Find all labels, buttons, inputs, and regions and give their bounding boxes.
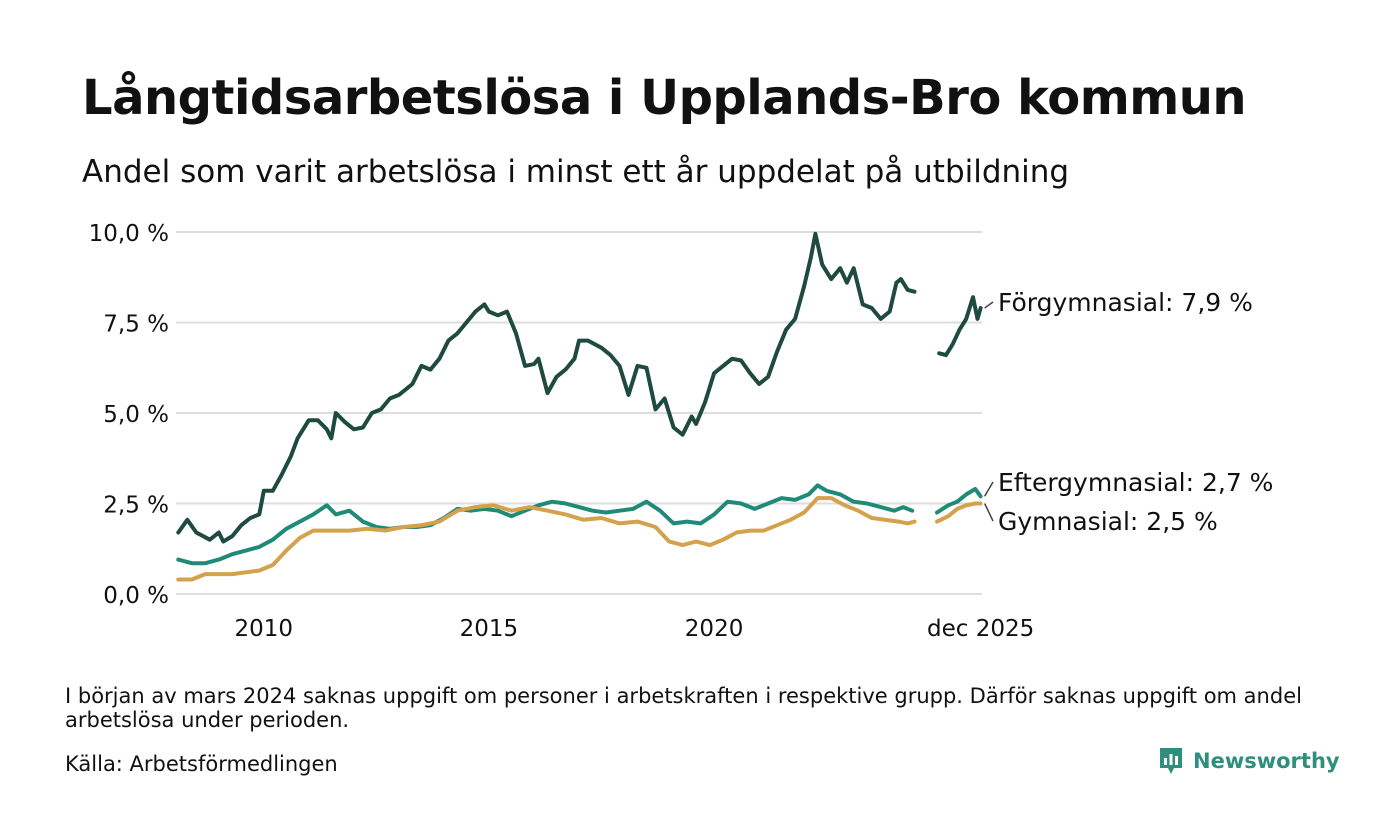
x-tick-label: 2010 [235,616,294,642]
newsworthy-logo-text: Newsworthy [1193,749,1340,773]
x-tick-label: 2015 [460,616,519,642]
x-tick-label: dec 2025 [927,616,1034,642]
label-connector [983,503,994,522]
label-connector [984,481,994,497]
series-line-eftergymnasial [176,483,915,566]
newsworthy-logo-icon [1160,748,1182,774]
series-line-gymnasial [935,501,983,524]
y-tick-label: 5,0 % [103,402,169,428]
label-connector [984,301,994,309]
newsworthy-logo: Newsworthy [1158,746,1340,776]
series-line-eftergymnasial [935,487,983,515]
footnote: I början av mars 2024 saknas uppgift om … [65,684,1302,732]
y-tick-label: 0,0 % [103,583,169,609]
x-tick-label: 2020 [685,616,744,642]
series-end-label-eftergymnasial: Eftergymnasial: 2,7 % [998,468,1273,497]
series-end-label-gymnasial: Gymnasial: 2,5 % [998,507,1218,536]
series-line-gymnasial [176,496,917,582]
series-line-förgymnasial [937,295,983,358]
series-end-labels: Förgymnasial: 7,9 % Eftergymnasial: 2,7 %… [983,288,1273,536]
chart-subtitle: Andel som varit arbetslösa i minst ett å… [82,154,1070,190]
y-tick-label: 7,5 % [103,312,169,338]
y-tick-label: 10,0 % [89,221,169,247]
grid-lines [176,231,982,595]
series-lines [176,231,983,582]
series-line-förgymnasial [176,231,917,544]
chart-title: Långtidsarbetslösa i Upplands-Bro kommun [82,70,1247,126]
y-tick-label: 2,5 % [103,493,169,519]
x-axis-ticks: 2010 2015 2020 dec 2025 [235,616,1035,642]
series-end-label-förgymnasial: Förgymnasial: 7,9 % [998,288,1253,317]
y-axis-ticks: 0,0 % 2,5 % 5,0 % 7,5 % 10,0 % [89,221,169,609]
source-text: Källa: Arbetsförmedlingen [65,752,338,776]
